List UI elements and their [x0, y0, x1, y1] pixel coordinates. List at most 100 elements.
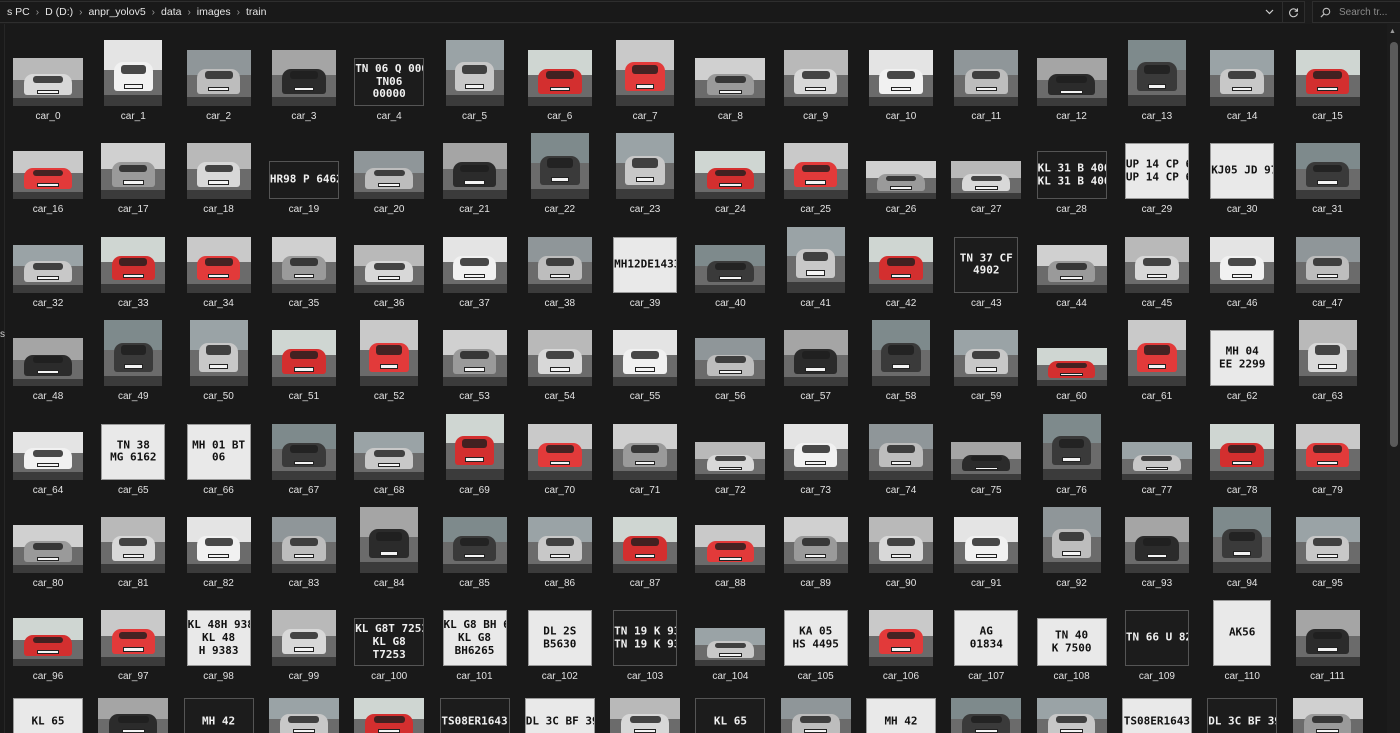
file-item[interactable]: car_81 [95, 495, 171, 589]
file-item[interactable]: car_52 [351, 308, 427, 402]
file-item[interactable]: MH12DE1433 car_39 [607, 215, 683, 309]
file-item[interactable]: car_71 [607, 402, 683, 496]
file-item[interactable]: TN 19 K 9318 TN 19 K 9318 car_103 [607, 588, 683, 682]
file-item[interactable]: car_18 [181, 121, 257, 215]
file-item[interactable]: car_26 [863, 121, 939, 215]
file-item[interactable]: car_22 [522, 121, 598, 215]
file-item[interactable]: car_86 [522, 495, 598, 589]
file-item[interactable]: car_20 [351, 121, 427, 215]
file-item[interactable]: car_38 [522, 215, 598, 309]
file-item[interactable]: car_48 [10, 308, 86, 402]
search-box[interactable]: Search tr... [1312, 1, 1400, 23]
file-item-partial[interactable] [1034, 676, 1110, 733]
file-item[interactable]: car_111 [1290, 588, 1366, 682]
file-item[interactable]: AK56 car_110 [1204, 588, 1280, 682]
file-item[interactable]: car_24 [692, 121, 768, 215]
scroll-up-arrow-icon[interactable]: ▲ [1389, 28, 1396, 35]
file-item[interactable]: car_36 [351, 215, 427, 309]
file-item[interactable]: car_47 [1290, 215, 1366, 309]
breadcrumb-chevron-icon[interactable]: › [79, 6, 83, 18]
file-item[interactable]: car_49 [95, 308, 171, 402]
file-item[interactable]: car_16 [10, 121, 86, 215]
file-item[interactable]: car_15 [1290, 28, 1366, 122]
file-item[interactable]: MH 01 BT 06 car_66 [181, 402, 257, 496]
file-item[interactable]: car_35 [266, 215, 342, 309]
file-item-partial[interactable] [948, 676, 1024, 733]
file-item[interactable]: TN 40 K 7500 car_108 [1034, 588, 1110, 682]
file-item[interactable]: car_68 [351, 402, 427, 496]
file-item[interactable]: car_70 [522, 402, 598, 496]
breadcrumb-this-pc[interactable]: s PC [7, 6, 30, 18]
breadcrumb-train[interactable]: train [246, 6, 267, 18]
file-item[interactable]: car_83 [266, 495, 342, 589]
file-item-partial[interactable] [607, 676, 683, 733]
file-item[interactable]: car_25 [778, 121, 854, 215]
file-item[interactable]: car_79 [1290, 402, 1366, 496]
file-item[interactable]: car_94 [1204, 495, 1280, 589]
file-item[interactable]: UP 14 CP 6748 UP 14 CP 6748 car_29 [1119, 121, 1195, 215]
file-item[interactable]: car_33 [95, 215, 171, 309]
file-item[interactable]: car_95 [1290, 495, 1366, 589]
file-item-partial[interactable]: DL 3C BF 3907 [522, 676, 598, 733]
file-item[interactable]: car_45 [1119, 215, 1195, 309]
file-item[interactable]: car_87 [607, 495, 683, 589]
file-item[interactable]: car_85 [437, 495, 513, 589]
file-item[interactable]: car_5 [437, 28, 513, 122]
file-item[interactable]: KL G8T 7253 KL G8 T7253 car_100 [351, 588, 427, 682]
file-item[interactable]: car_78 [1204, 402, 1280, 496]
file-item[interactable]: KL 31 B 4000 KL 31 B 4000 car_28 [1034, 121, 1110, 215]
breadcrumb-chevron-icon[interactable]: › [187, 6, 191, 18]
file-item[interactable]: car_90 [863, 495, 939, 589]
file-item[interactable]: car_92 [1034, 495, 1110, 589]
file-item[interactable]: KA 05 HS 4495 car_105 [778, 588, 854, 682]
file-item[interactable]: car_93 [1119, 495, 1195, 589]
file-item-partial[interactable]: TS08ER1643 [437, 676, 513, 733]
breadcrumb-chevron-icon[interactable]: › [151, 6, 156, 18]
navigation-pane-edge[interactable]: s [0, 24, 5, 733]
file-item[interactable]: car_80 [10, 495, 86, 589]
breadcrumb-chevron-icon[interactable]: › [35, 6, 40, 18]
file-item[interactable]: car_17 [95, 121, 171, 215]
file-item[interactable]: car_40 [692, 215, 768, 309]
file-item[interactable]: car_6 [522, 28, 598, 122]
file-item[interactable]: car_23 [607, 121, 683, 215]
file-item[interactable]: car_2 [181, 28, 257, 122]
file-item[interactable]: car_69 [437, 402, 513, 496]
file-item[interactable]: car_50 [181, 308, 257, 402]
file-item[interactable]: car_55 [607, 308, 683, 402]
file-item[interactable]: car_99 [266, 588, 342, 682]
file-item[interactable]: car_46 [1204, 215, 1280, 309]
file-item-partial[interactable] [778, 676, 854, 733]
file-item[interactable]: car_21 [437, 121, 513, 215]
file-item[interactable]: car_61 [1119, 308, 1195, 402]
file-item[interactable]: MH 04 EE 2299 car_62 [1204, 308, 1280, 402]
file-item[interactable]: car_27 [948, 121, 1024, 215]
file-item[interactable]: car_76 [1034, 402, 1110, 496]
file-item[interactable]: car_104 [692, 588, 768, 682]
vertical-scrollbar[interactable]: ▲ [1387, 24, 1400, 733]
file-item-partial[interactable] [266, 676, 342, 733]
file-item-partial[interactable]: KL 65 [692, 676, 768, 733]
file-item[interactable]: car_59 [948, 308, 1024, 402]
file-item[interactable]: car_89 [778, 495, 854, 589]
file-item[interactable]: car_11 [948, 28, 1024, 122]
file-item[interactable]: car_56 [692, 308, 768, 402]
file-item[interactable]: car_53 [437, 308, 513, 402]
file-item[interactable]: KL G8 BH 6265 KL G8 BH6265 car_101 [437, 588, 513, 682]
file-item[interactable]: car_1 [95, 28, 171, 122]
file-item[interactable]: TN 66 U 8215 car_109 [1119, 588, 1195, 682]
file-item-partial[interactable]: MH 42 [863, 676, 939, 733]
file-item[interactable]: car_13 [1119, 28, 1195, 122]
file-item[interactable]: car_9 [778, 28, 854, 122]
file-item[interactable]: TN 37 CF 4902 car_43 [948, 215, 1024, 309]
file-item[interactable]: car_32 [10, 215, 86, 309]
file-item[interactable]: HR98 P 6462 car_19 [266, 121, 342, 215]
file-item[interactable]: car_14 [1204, 28, 1280, 122]
file-item[interactable]: car_10 [863, 28, 939, 122]
file-item[interactable]: car_31 [1290, 121, 1366, 215]
file-item[interactable]: car_63 [1290, 308, 1366, 402]
file-item[interactable]: car_60 [1034, 308, 1110, 402]
file-item[interactable]: car_8 [692, 28, 768, 122]
breadcrumb-chevron-icon[interactable]: › [236, 6, 240, 18]
file-item[interactable]: car_42 [863, 215, 939, 309]
